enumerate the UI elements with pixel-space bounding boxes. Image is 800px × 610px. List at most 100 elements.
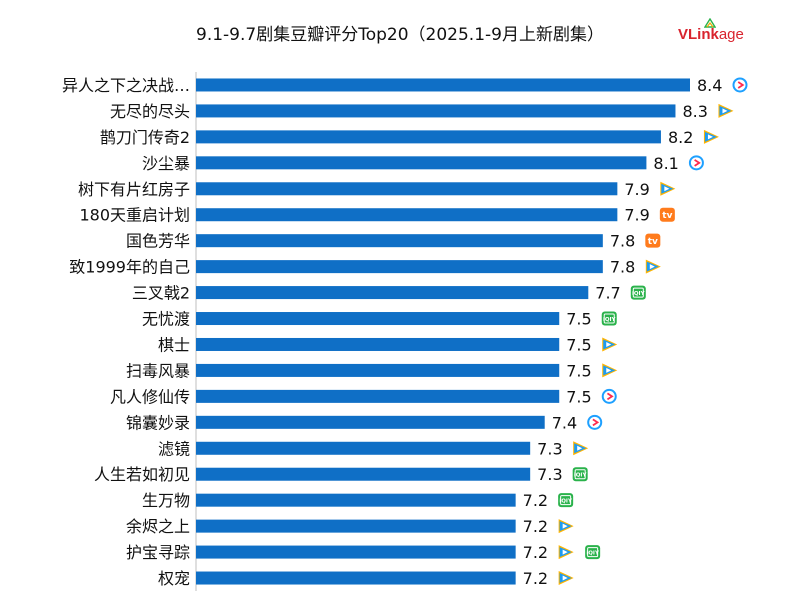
tencent-icon-play — [707, 134, 713, 140]
value-label: 7.5 — [566, 335, 591, 354]
mango-tv-icon: tv — [645, 233, 661, 248]
youku-icon-inner — [589, 416, 601, 428]
value-label: 7.2 — [523, 517, 548, 536]
value-label: 7.4 — [552, 413, 577, 432]
bar — [196, 286, 589, 300]
bar — [196, 312, 560, 326]
category-label: 棋士 — [158, 335, 190, 354]
iqiyi-icon-bg — [601, 311, 617, 326]
bar — [196, 441, 531, 455]
bar — [196, 389, 560, 403]
category-label: 国色芳华 — [126, 232, 190, 251]
mango-icon-bg — [645, 233, 661, 248]
iqiyi-icon-label: iQIY — [586, 551, 600, 557]
category-label: 余烬之上 — [126, 517, 190, 536]
bar — [196, 260, 603, 274]
tencent-video-icon — [558, 519, 574, 534]
iqiyi-icon-frame — [574, 469, 586, 480]
tencent-video-icon — [660, 181, 676, 196]
bar — [196, 415, 545, 429]
category-label: 鹊刀门传奇2 — [100, 128, 190, 147]
tencent-icon-play — [606, 341, 612, 347]
youku-icon-play — [606, 392, 614, 401]
category-label: 沙尘暴 — [142, 154, 190, 173]
category-label: 异人之下之决战… — [62, 76, 190, 95]
mango-icon-label: tv — [648, 237, 658, 247]
youku-icon-inner — [690, 157, 702, 169]
value-label: 7.3 — [537, 465, 562, 484]
iqiyi-icon: iQIY — [572, 467, 588, 482]
bar — [196, 104, 676, 118]
category-label: 滤镜 — [158, 439, 190, 458]
bar — [196, 571, 516, 585]
category-label: 180天重启计划 — [79, 206, 190, 225]
value-label: 7.9 — [624, 180, 649, 199]
iqiyi-icon-label: iQIY — [559, 499, 573, 505]
category-label: 致1999年的自己 — [69, 258, 190, 277]
tencent-video-icon — [558, 571, 574, 586]
chart-title: 9.1-9.7剧集豆瓣评分Top20（2025.1-9月上新剧集） — [196, 25, 604, 45]
youku-icon — [688, 155, 704, 171]
bar — [196, 234, 603, 248]
category-label: 护宝寻踪 — [126, 543, 190, 562]
tencent-icon-play — [562, 575, 568, 581]
tencent-icon-play — [577, 445, 583, 451]
bar — [196, 467, 531, 481]
category-label: 生万物 — [142, 491, 190, 510]
bar — [196, 519, 516, 533]
logo-mark-icon — [704, 18, 716, 28]
category-label: 扫毒风暴 — [126, 361, 190, 380]
value-label: 7.9 — [624, 206, 649, 225]
tencent-video-icon — [602, 337, 618, 352]
category-label: 树下有片红房子 — [78, 180, 190, 199]
iqiyi-icon: iQIY — [630, 285, 646, 300]
mango-icon-bg — [659, 207, 675, 222]
tencent-icon-play — [562, 549, 568, 555]
iqiyi-icon-label: iQIY — [603, 317, 617, 323]
bar — [196, 182, 618, 196]
value-label: 7.8 — [610, 232, 635, 251]
tencent-icon-play — [606, 367, 612, 373]
iqiyi-icon-bg — [558, 493, 574, 508]
bar — [196, 78, 690, 92]
category-label: 锦囊妙录 — [126, 413, 190, 432]
value-label: 8.4 — [697, 76, 722, 95]
bar — [196, 337, 560, 351]
category-label: 凡人修仙传 — [110, 387, 190, 406]
tencent-icon-play — [649, 264, 655, 270]
bar — [196, 130, 661, 144]
iqiyi-icon-frame — [587, 547, 599, 558]
youku-icon — [732, 77, 748, 93]
tencent-video-icon — [703, 129, 719, 144]
bar — [196, 493, 516, 507]
youku-icon-play — [592, 418, 600, 427]
value-label: 7.2 — [523, 543, 548, 562]
value-label: 7.3 — [537, 439, 562, 458]
youku-icon — [587, 414, 603, 430]
bar — [196, 208, 618, 222]
value-label: 7.5 — [566, 310, 591, 329]
bar — [196, 156, 647, 170]
youku-icon — [601, 388, 617, 404]
tencent-video-icon — [573, 441, 589, 456]
logo-text-main: VLink — [678, 26, 719, 43]
tencent-video-icon — [602, 363, 618, 378]
value-label: 7.8 — [610, 258, 635, 277]
iqiyi-icon: iQIY — [558, 493, 574, 508]
iqiyi-icon-frame — [632, 287, 644, 298]
iqiyi-icon: iQIY — [601, 311, 617, 326]
youku-icon-inner — [603, 390, 615, 402]
value-label: 8.1 — [653, 154, 678, 173]
tencent-video-icon — [718, 103, 734, 118]
tencent-video-icon — [558, 545, 574, 560]
tencent-icon-play — [722, 108, 728, 114]
value-label: 7.2 — [523, 569, 548, 588]
category-label: 无尽的尽头 — [110, 102, 190, 121]
bar — [196, 545, 516, 559]
iqiyi-icon-frame — [603, 313, 615, 324]
youku-icon-play — [737, 81, 745, 89]
logo-text: VLinkage — [678, 26, 744, 43]
iqiyi-icon-bg — [585, 545, 601, 560]
category-label: 三叉戟2 — [132, 284, 190, 303]
